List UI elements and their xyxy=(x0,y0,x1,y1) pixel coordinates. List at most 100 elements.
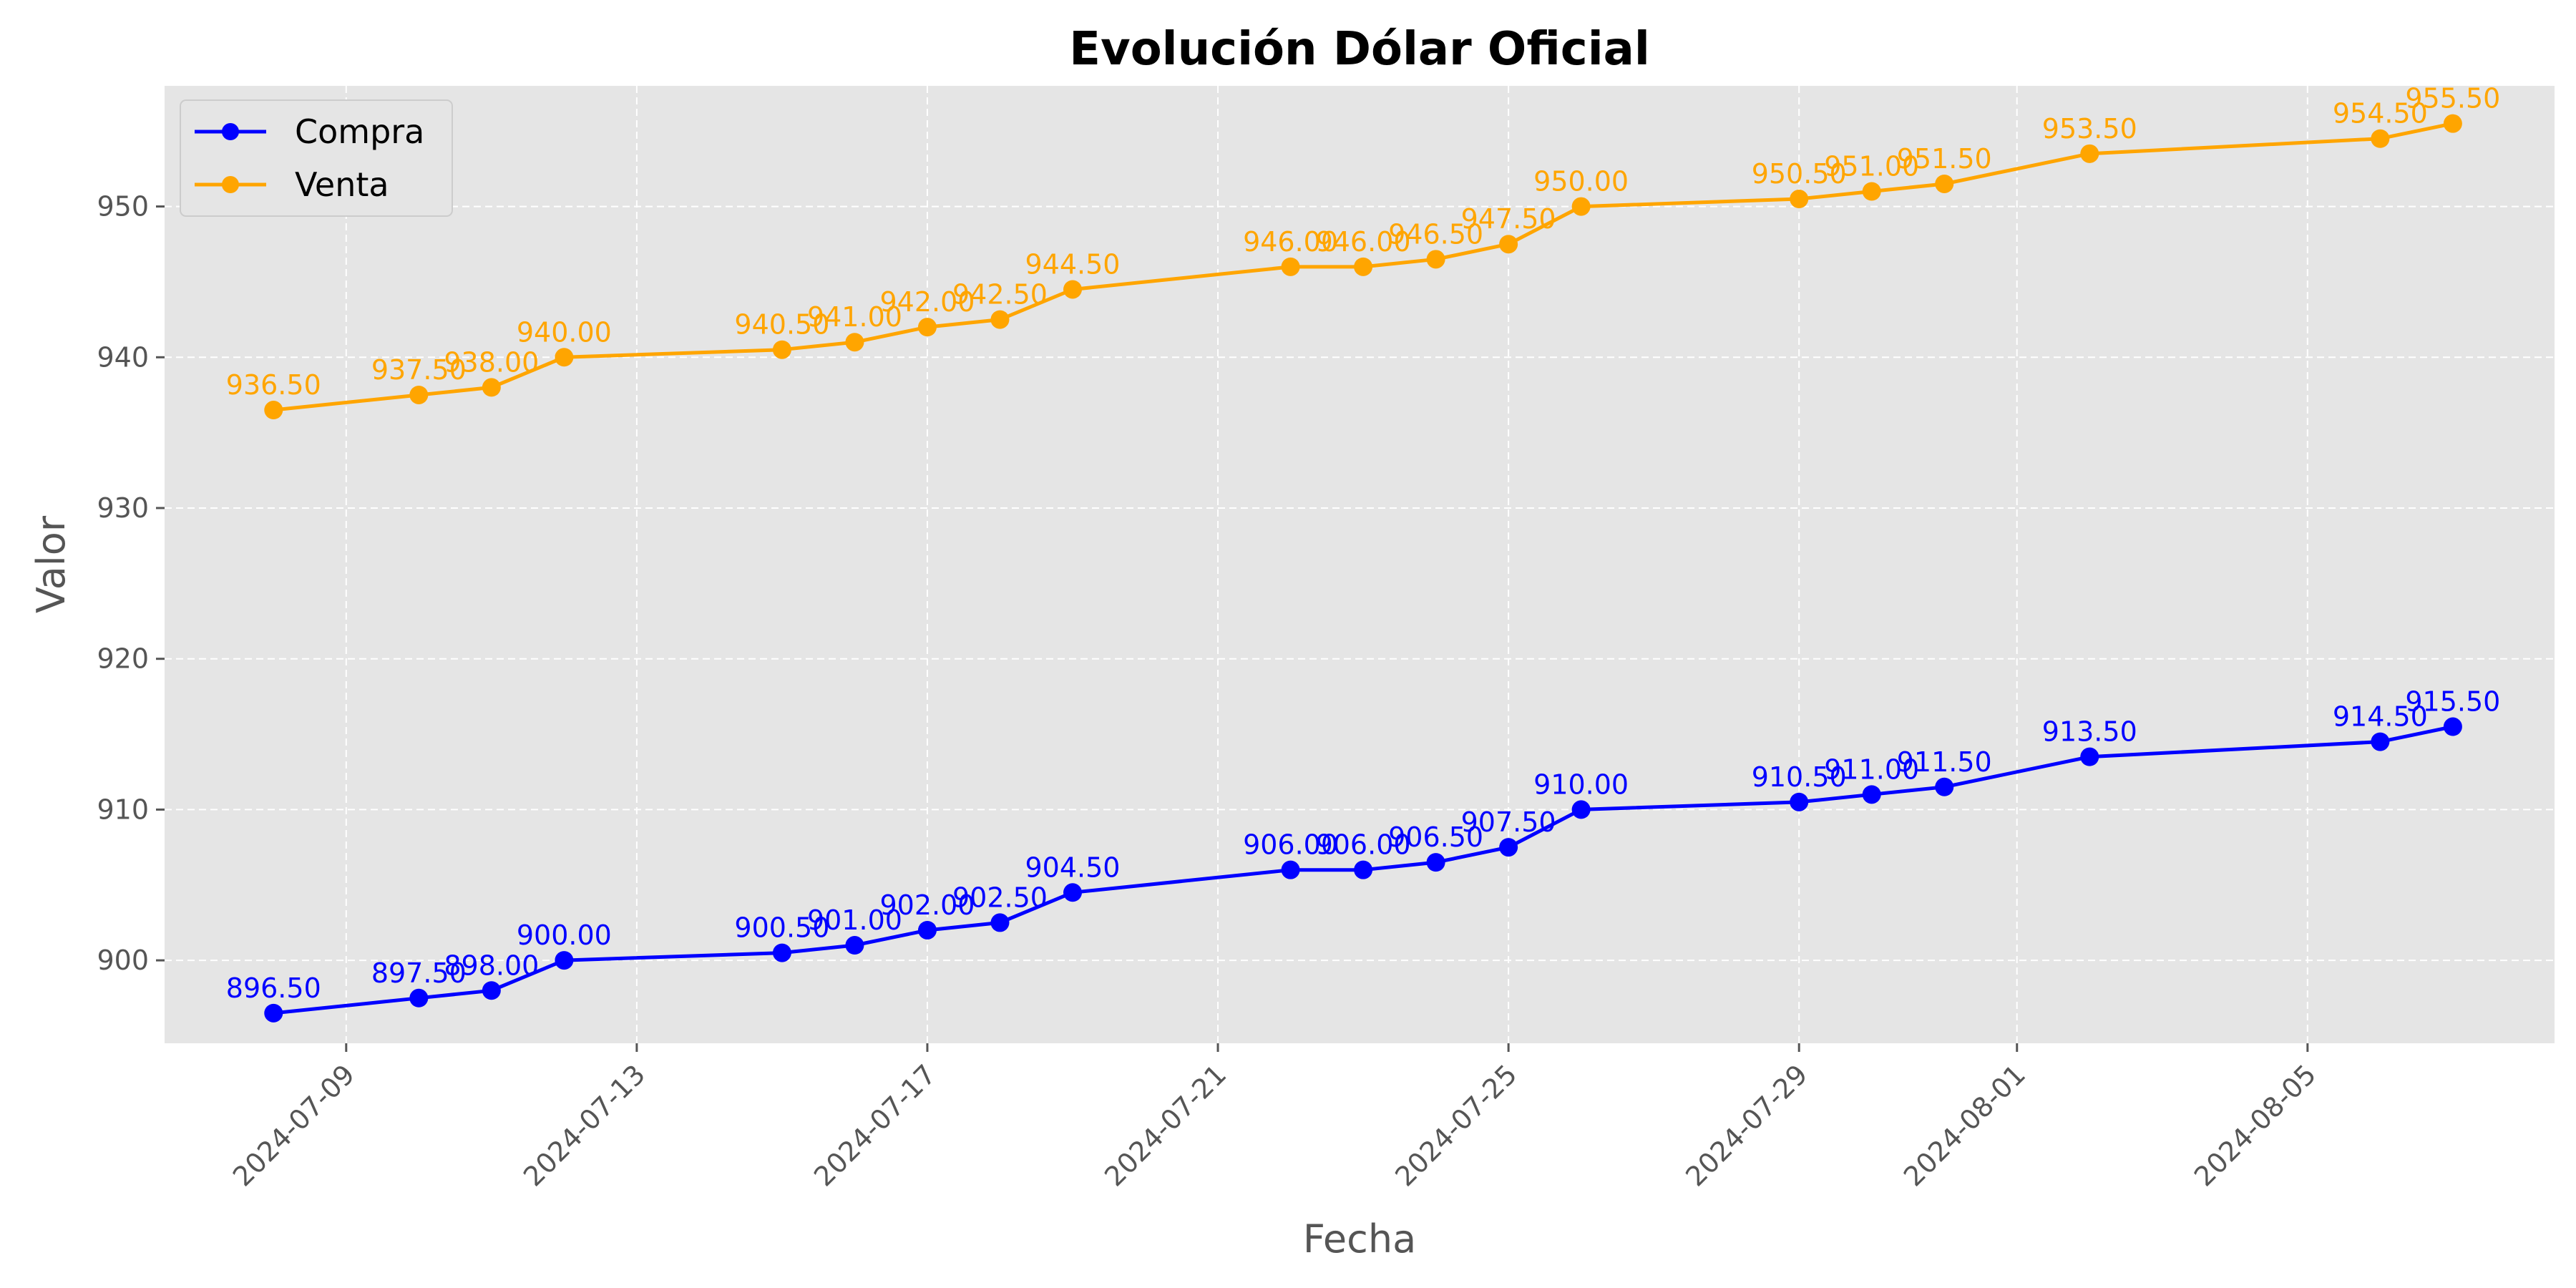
data-point xyxy=(1571,197,1591,216)
grid xyxy=(165,86,2555,1043)
data-point xyxy=(2371,129,2390,148)
data-label: 954.50 xyxy=(2333,98,2428,130)
data-label: 942.00 xyxy=(879,286,975,318)
y-tick-label: 920 xyxy=(97,643,149,675)
y-tick-label: 940 xyxy=(97,341,149,373)
x-axis-label: Fecha xyxy=(1303,1216,1416,1262)
series-lines xyxy=(264,114,2462,1023)
data-label: 953.50 xyxy=(2042,113,2137,145)
data-label: 913.50 xyxy=(2042,716,2137,748)
data-label: 947.50 xyxy=(1461,203,1556,235)
legend-label-venta: Venta xyxy=(295,165,389,204)
data-label: 950.00 xyxy=(1533,166,1629,197)
data-point xyxy=(409,988,429,1008)
data-point xyxy=(1790,792,1809,811)
data-point xyxy=(2080,747,2099,766)
data-label: 911.00 xyxy=(1824,753,1919,785)
x-tick-label: 2024-07-09 xyxy=(227,1058,361,1192)
data-point xyxy=(772,943,791,962)
data-point xyxy=(2371,732,2390,751)
data-point xyxy=(555,951,574,970)
x-tick-label: 2024-08-05 xyxy=(2188,1058,2322,1192)
data-label: 944.50 xyxy=(1025,248,1121,280)
data-point xyxy=(1063,280,1082,299)
data-label: 896.50 xyxy=(226,972,321,1004)
data-point xyxy=(1426,250,1445,269)
data-point xyxy=(482,378,501,397)
data-label: 897.50 xyxy=(371,957,467,989)
data-label: 914.50 xyxy=(2333,701,2428,733)
x-tick-label: 2024-07-29 xyxy=(1679,1058,1813,1192)
data-label: 906.00 xyxy=(1316,829,1411,861)
legend-marker-venta xyxy=(222,176,239,193)
data-point xyxy=(1354,860,1373,879)
data-point xyxy=(917,920,937,940)
data-point xyxy=(1063,883,1082,902)
data-label: 951.00 xyxy=(1824,150,1919,182)
data-point xyxy=(1499,838,1518,857)
data-label: 910.00 xyxy=(1533,769,1629,800)
data-label: 911.50 xyxy=(1897,746,1992,778)
data-label: 900.50 xyxy=(734,912,829,944)
y-axis-label: Valor xyxy=(29,515,74,613)
data-label: 906.50 xyxy=(1388,821,1483,853)
series-line-compra xyxy=(273,725,2454,1015)
x-axis-ticks: 2024-07-09 2024-07-13 2024-07-17 2024-07-21… xyxy=(227,1043,2322,1193)
data-label: 902.00 xyxy=(879,889,975,921)
data-point xyxy=(1790,190,1809,209)
data-label: 950.50 xyxy=(1752,158,1847,190)
data-point xyxy=(917,318,937,337)
data-point xyxy=(1281,860,1300,879)
data-label: 951.50 xyxy=(1897,143,1992,175)
legend-marker-compra xyxy=(222,123,239,140)
data-label: 946.00 xyxy=(1243,226,1338,258)
x-tick-label: 2024-08-01 xyxy=(1898,1058,2031,1192)
chart-title: Evolución Dólar Oficial xyxy=(1069,23,1650,76)
data-point xyxy=(2443,114,2462,133)
y-tick-label: 900 xyxy=(97,945,149,976)
y-tick-label: 910 xyxy=(97,794,149,825)
x-tick-label: 2024-07-25 xyxy=(1389,1058,1523,1192)
plot-background xyxy=(165,86,2555,1043)
data-point xyxy=(845,333,864,352)
x-tick-label: 2024-07-21 xyxy=(1098,1058,1232,1192)
data-label: 902.50 xyxy=(952,882,1048,913)
series-line-venta xyxy=(273,122,2454,412)
data-point xyxy=(264,1003,283,1023)
data-point xyxy=(482,981,501,1000)
data-label: 915.50 xyxy=(2405,686,2500,718)
data-label: 904.50 xyxy=(1025,852,1121,883)
data-point xyxy=(990,913,1010,932)
y-tick-label: 930 xyxy=(97,492,149,524)
data-label: 936.50 xyxy=(226,369,321,401)
data-label: 907.50 xyxy=(1461,806,1556,838)
data-label: 942.50 xyxy=(952,279,1048,311)
data-point xyxy=(1354,257,1373,276)
data-label: 910.50 xyxy=(1752,761,1847,793)
data-point xyxy=(2080,144,2099,163)
data-point xyxy=(1499,235,1518,254)
legend-box xyxy=(180,99,453,217)
data-point xyxy=(1935,174,1954,193)
data-point xyxy=(1862,182,1881,201)
y-axis-ticks: 900 910 920 930 940 950 xyxy=(97,191,165,976)
legend-label-compra: Compra xyxy=(295,112,424,151)
data-point xyxy=(1426,853,1445,872)
y-tick-label: 950 xyxy=(97,191,149,223)
data-label: 941.00 xyxy=(807,301,902,333)
data-point xyxy=(1571,800,1591,819)
data-point xyxy=(2443,717,2462,736)
data-point xyxy=(990,310,1010,329)
data-point xyxy=(409,385,429,404)
data-point xyxy=(1862,785,1881,804)
data-point xyxy=(772,340,791,359)
data-label: 937.50 xyxy=(371,354,467,386)
data-point xyxy=(555,348,574,367)
x-tick-label: 2024-07-17 xyxy=(808,1058,942,1192)
data-point xyxy=(845,936,864,955)
data-label: 898.00 xyxy=(444,950,539,981)
data-label: 955.50 xyxy=(2405,83,2500,114)
data-label: 946.50 xyxy=(1388,218,1483,250)
